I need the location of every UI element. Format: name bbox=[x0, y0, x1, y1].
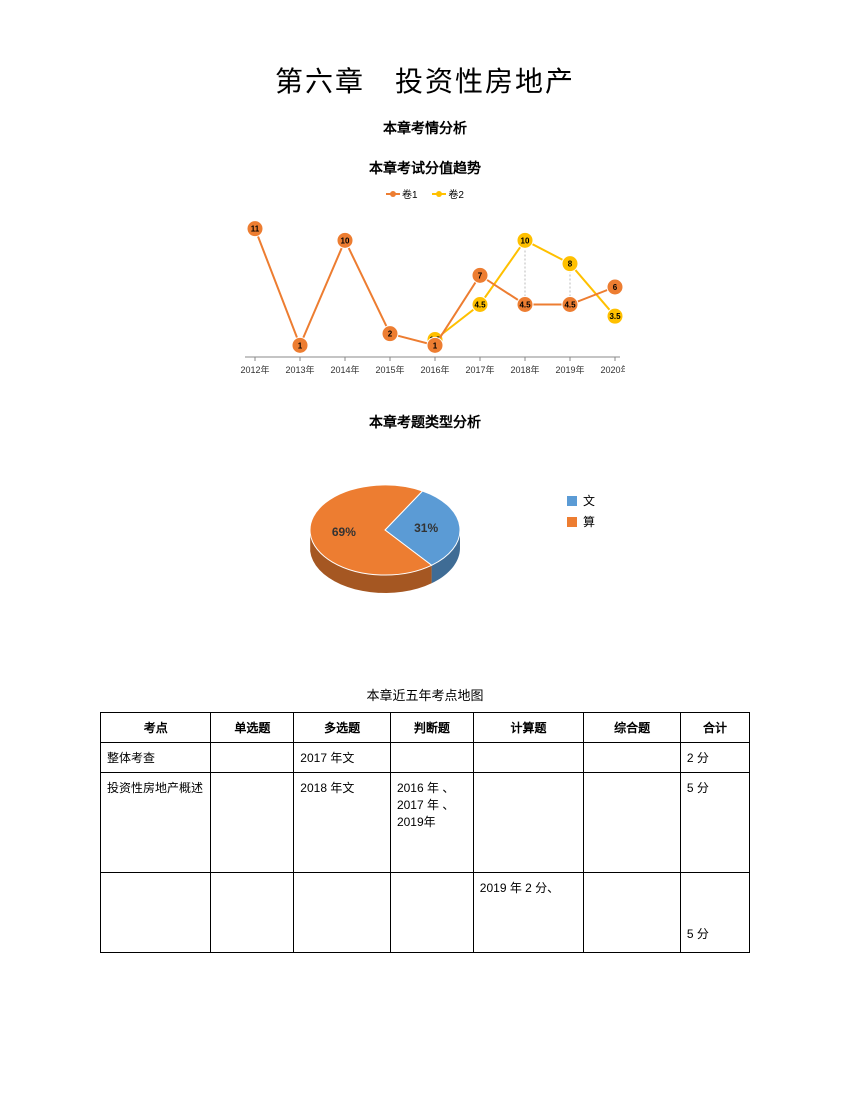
table-cell: 整体考查 bbox=[101, 743, 211, 773]
svg-text:2016年: 2016年 bbox=[420, 364, 449, 375]
th-hj: 合计 bbox=[680, 713, 749, 743]
th-dx: 单选题 bbox=[211, 713, 294, 743]
svg-text:10: 10 bbox=[341, 236, 350, 245]
table-cell: 投资性房地产概述 bbox=[101, 773, 211, 873]
svg-text:4.5: 4.5 bbox=[564, 301, 576, 310]
table-cell: 2019 年 2 分、 bbox=[473, 873, 583, 953]
subtitle: 本章考情分析 bbox=[100, 118, 750, 138]
table-cell bbox=[584, 773, 681, 873]
table-cell bbox=[101, 873, 211, 953]
table-cell bbox=[211, 773, 294, 873]
th-pd: 判断题 bbox=[390, 713, 473, 743]
svg-text:2014年: 2014年 bbox=[330, 364, 359, 375]
exam-points-table: 考点 单选题 多选题 判断题 计算题 综合题 合计 整体考查 2017 年文 2 分… bbox=[100, 712, 750, 953]
legend-item-1: 卷1 bbox=[386, 186, 418, 201]
svg-text:2013年: 2013年 bbox=[285, 364, 314, 375]
pie-chart-svg: 31% 69% bbox=[235, 440, 535, 640]
svg-text:6: 6 bbox=[613, 283, 618, 292]
svg-text:2012年: 2012年 bbox=[240, 364, 269, 375]
page-title: 第六章 投资性房地产 bbox=[100, 60, 750, 100]
svg-text:31%: 31% bbox=[414, 521, 438, 535]
table-cell bbox=[211, 873, 294, 953]
pie-legend: 文 算 bbox=[567, 492, 595, 534]
legend-label-2: 卷2 bbox=[448, 186, 464, 201]
svg-text:11: 11 bbox=[251, 225, 260, 234]
table-cell bbox=[294, 873, 391, 953]
line-chart-legend: 卷1 卷2 bbox=[225, 186, 625, 201]
table-cell: 2016 年 、2017 年 、2019年 bbox=[390, 773, 473, 873]
svg-text:4.5: 4.5 bbox=[474, 301, 486, 310]
table-cell bbox=[390, 873, 473, 953]
table-cell bbox=[211, 743, 294, 773]
svg-text:10: 10 bbox=[521, 236, 530, 245]
table-cell bbox=[390, 743, 473, 773]
table-row: 投资性房地产概述 2018 年文2016 年 、2017 年 、2019年 5 分 bbox=[101, 773, 750, 873]
table-body: 整体考查 2017 年文 2 分投资性房地产概述 2018 年文2016 年 、201… bbox=[101, 743, 750, 953]
table-row: 2019 年 2 分、 5 分 bbox=[101, 873, 750, 953]
line-chart: 本章考试分值趋势 卷1 卷2 2012年 2013年 2014年 2015年 2016年… bbox=[225, 158, 625, 392]
pie-chart-title: 本章考题类型分析 bbox=[235, 412, 615, 432]
pie-legend-item-1: 文 bbox=[567, 492, 595, 509]
table-cell bbox=[584, 743, 681, 773]
svg-text:2019年: 2019年 bbox=[555, 364, 584, 375]
table-cell: 2 分 bbox=[680, 743, 749, 773]
line-chart-svg: 2012年 2013年 2014年 2015年 2016年 2017年 2018年 2019年… bbox=[225, 207, 625, 387]
table-cell bbox=[584, 873, 681, 953]
th-kd: 考点 bbox=[101, 713, 211, 743]
legend-item-2: 卷2 bbox=[432, 186, 464, 201]
svg-text:1: 1 bbox=[298, 341, 303, 350]
svg-text:8: 8 bbox=[568, 260, 573, 269]
svg-text:1: 1 bbox=[433, 341, 438, 350]
table-row: 整体考查 2017 年文 2 分 bbox=[101, 743, 750, 773]
table-cell bbox=[473, 743, 583, 773]
legend-label-1: 卷1 bbox=[402, 186, 418, 201]
svg-text:2: 2 bbox=[388, 330, 393, 339]
pie-legend-item-2: 算 bbox=[567, 513, 595, 530]
table-cell bbox=[473, 773, 583, 873]
th-dxs: 多选题 bbox=[294, 713, 391, 743]
line-chart-title: 本章考试分值趋势 bbox=[225, 158, 625, 178]
pie-legend-label-2: 算 bbox=[583, 513, 595, 530]
svg-text:2020年: 2020年 bbox=[600, 364, 625, 375]
th-js: 计算题 bbox=[473, 713, 583, 743]
svg-text:3.5: 3.5 bbox=[609, 312, 621, 321]
pie-legend-label-1: 文 bbox=[583, 492, 595, 509]
pie-chart: 本章考题类型分析 31% 69% 文 算 bbox=[235, 412, 615, 645]
svg-text:7: 7 bbox=[478, 271, 483, 280]
svg-text:2018年: 2018年 bbox=[510, 364, 539, 375]
svg-text:2017年: 2017年 bbox=[465, 364, 494, 375]
svg-text:4.5: 4.5 bbox=[519, 301, 531, 310]
table-header-row: 考点 单选题 多选题 判断题 计算题 综合题 合计 bbox=[101, 713, 750, 743]
table-cell: 2018 年文 bbox=[294, 773, 391, 873]
svg-text:2015年: 2015年 bbox=[375, 364, 404, 375]
table-cell: 5 分 bbox=[680, 873, 749, 953]
th-zh: 综合题 bbox=[584, 713, 681, 743]
table-cell: 2017 年文 bbox=[294, 743, 391, 773]
table-cell: 5 分 bbox=[680, 773, 749, 873]
table-title: 本章近五年考点地图 bbox=[100, 685, 750, 704]
svg-text:69%: 69% bbox=[332, 525, 356, 539]
